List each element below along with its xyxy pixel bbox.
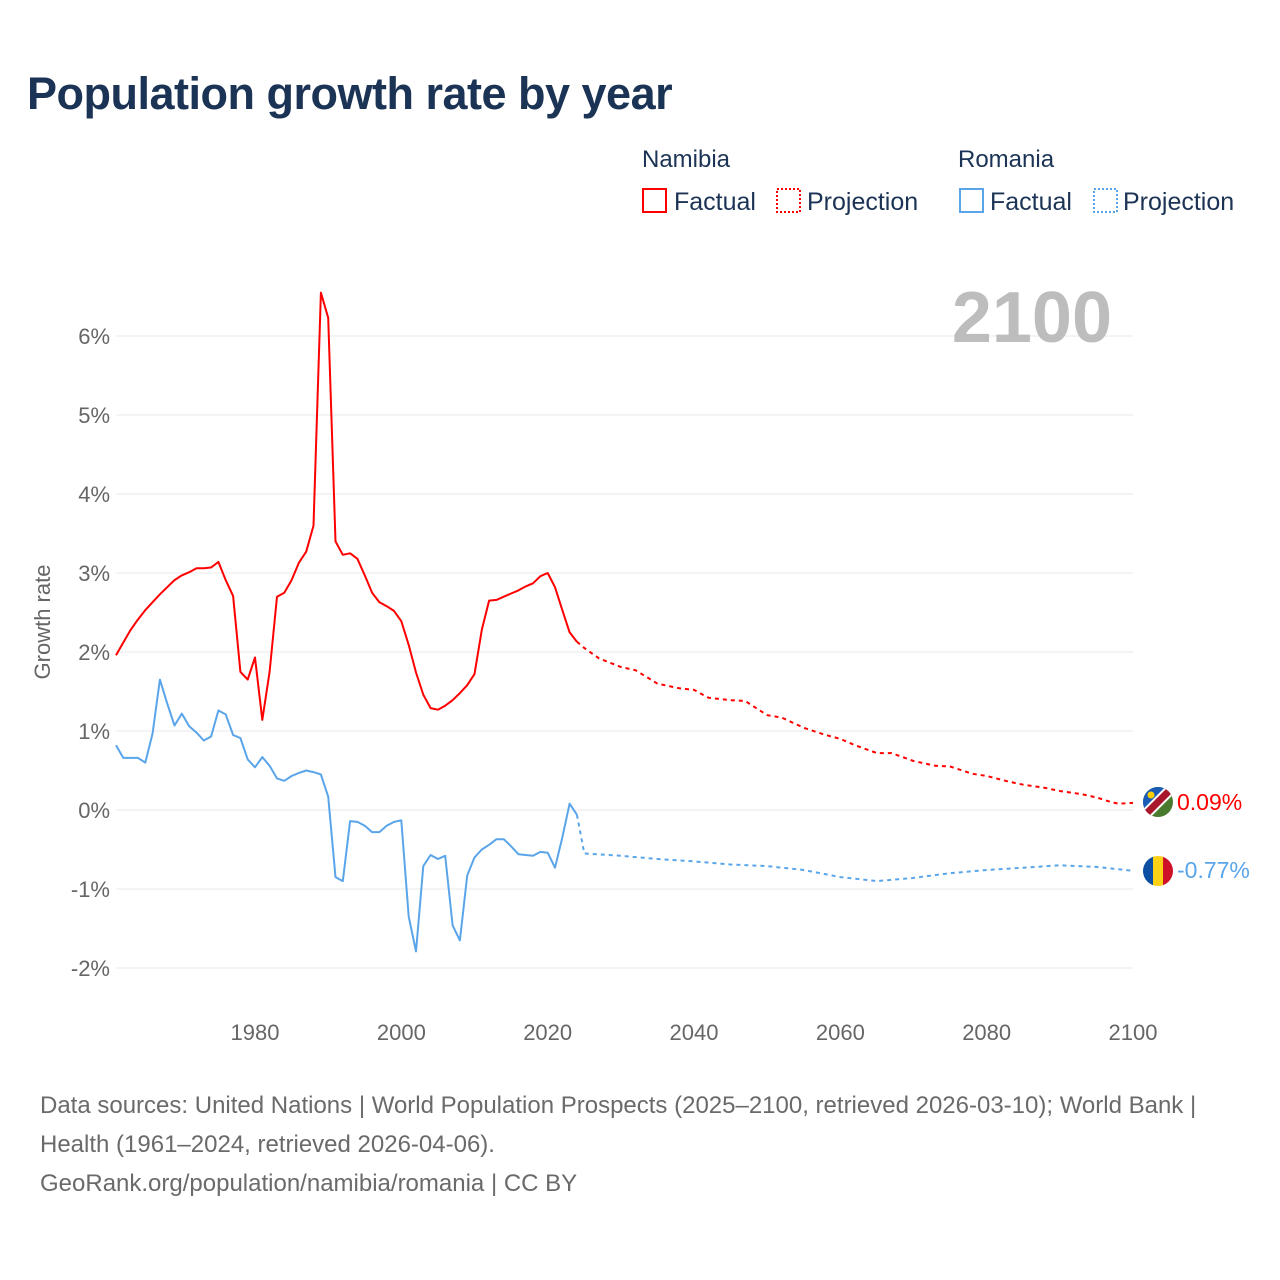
line-romania-factual bbox=[115, 678, 578, 953]
y-tick-label: 0% bbox=[78, 798, 110, 823]
legend-swatch-romania-projection[interactable] bbox=[1093, 188, 1118, 213]
namibia-flag-icon bbox=[1143, 787, 1173, 817]
x-tick-label: 1980 bbox=[231, 1020, 280, 1045]
footer: Data sources: United Nations | World Pop… bbox=[40, 1086, 1240, 1203]
legend: Namibia Factual Projection Romania Factu… bbox=[642, 146, 1234, 216]
line-namibia-projection bbox=[576, 640, 1134, 805]
legend-swatch-romania-factual[interactable] bbox=[959, 188, 984, 213]
y-tick-label: 1% bbox=[78, 719, 110, 744]
y-axis-label: Growth rate bbox=[30, 565, 55, 680]
data-sources: Data sources: United Nations | World Pop… bbox=[40, 1092, 1197, 1158]
y-tick-label: 2% bbox=[78, 640, 110, 665]
line-romania-projection bbox=[575, 814, 1134, 883]
romania-flag-icon bbox=[1143, 856, 1173, 886]
x-tick-label: 2060 bbox=[816, 1020, 865, 1045]
credit-link[interactable]: GeoRank.org/population/namibia/romania |… bbox=[40, 1170, 578, 1197]
x-tick-label: 2080 bbox=[962, 1020, 1011, 1045]
end-label-romania: -0.77% bbox=[1177, 857, 1250, 883]
x-tick-label: 2040 bbox=[670, 1020, 719, 1045]
legend-label-namibia-projection[interactable]: Projection bbox=[807, 188, 918, 216]
legend-label-namibia-factual[interactable]: Factual bbox=[674, 188, 756, 216]
current-year-label: 2100 bbox=[952, 278, 1112, 358]
y-axis-ticks: -2% -1% 0% 1% 2% 3% 4% 5% 6% bbox=[71, 324, 110, 981]
legend-label-romania-projection[interactable]: Projection bbox=[1123, 188, 1234, 216]
y-tick-label: 5% bbox=[78, 403, 110, 428]
y-tick-label: -1% bbox=[71, 877, 110, 902]
series-lines bbox=[115, 291, 1134, 953]
line-namibia-factual bbox=[115, 291, 578, 721]
legend-label-romania-factual[interactable]: Factual bbox=[990, 188, 1072, 216]
y-tick-label: 6% bbox=[78, 324, 110, 349]
x-tick-label: 2020 bbox=[523, 1020, 572, 1045]
x-tick-label: 2000 bbox=[377, 1020, 426, 1045]
legend-country-namibia: Namibia bbox=[642, 146, 731, 173]
y-tick-label: 4% bbox=[78, 482, 110, 507]
end-label-namibia: 0.09% bbox=[1177, 789, 1242, 815]
legend-swatch-namibia-factual[interactable] bbox=[642, 188, 667, 213]
y-tick-label: -2% bbox=[71, 956, 110, 981]
gridlines bbox=[116, 335, 1133, 969]
legend-swatch-namibia-projection[interactable] bbox=[776, 188, 801, 213]
x-axis-ticks: 1980 2000 2020 2040 2060 2080 2100 bbox=[231, 1020, 1158, 1045]
x-tick-label: 2100 bbox=[1109, 1020, 1158, 1045]
chart-title: Population growth rate by year bbox=[27, 68, 673, 119]
legend-country-romania: Romania bbox=[958, 146, 1055, 173]
y-tick-label: 3% bbox=[78, 561, 110, 586]
